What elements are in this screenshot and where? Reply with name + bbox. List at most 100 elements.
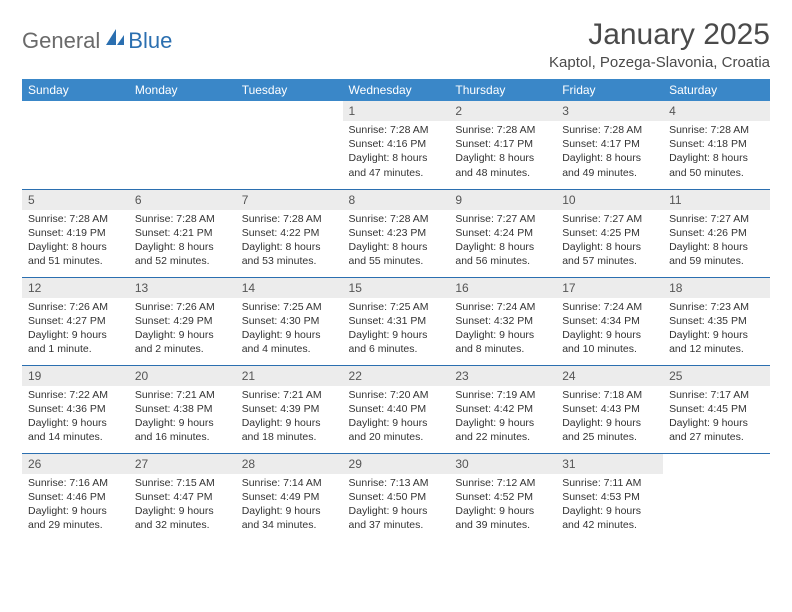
sunset-line: Sunset: 4:17 PM [562, 137, 657, 151]
day-number: 19 [22, 366, 129, 386]
calendar-cell: 23Sunrise: 7:19 AMSunset: 4:42 PMDayligh… [449, 365, 556, 453]
sail-icon [104, 27, 126, 52]
sunset-line: Sunset: 4:43 PM [562, 402, 657, 416]
day-number: 11 [663, 190, 770, 210]
sunrise-line: Sunrise: 7:13 AM [349, 476, 444, 490]
sunset-line: Sunset: 4:26 PM [669, 226, 764, 240]
daylight-line: Daylight: 8 hours and 48 minutes. [455, 151, 550, 179]
day-number: 22 [343, 366, 450, 386]
daylight-line: Daylight: 9 hours and 25 minutes. [562, 416, 657, 444]
sunset-line: Sunset: 4:46 PM [28, 490, 123, 504]
sunset-line: Sunset: 4:29 PM [135, 314, 230, 328]
sunrise-line: Sunrise: 7:14 AM [242, 476, 337, 490]
day-details: Sunrise: 7:26 AMSunset: 4:29 PMDaylight:… [129, 298, 236, 361]
daylight-line: Daylight: 9 hours and 18 minutes. [242, 416, 337, 444]
day-details: Sunrise: 7:28 AMSunset: 4:23 PMDaylight:… [343, 210, 450, 273]
daylight-line: Daylight: 8 hours and 53 minutes. [242, 240, 337, 268]
sunset-line: Sunset: 4:35 PM [669, 314, 764, 328]
sunrise-line: Sunrise: 7:17 AM [669, 388, 764, 402]
sunrise-line: Sunrise: 7:21 AM [242, 388, 337, 402]
weekday-header: Monday [129, 79, 236, 101]
calendar-cell: 6Sunrise: 7:28 AMSunset: 4:21 PMDaylight… [129, 189, 236, 277]
day-number: 4 [663, 101, 770, 121]
day-details: Sunrise: 7:28 AMSunset: 4:18 PMDaylight:… [663, 121, 770, 184]
calendar-cell: .. [236, 101, 343, 189]
calendar-cell: .. [663, 453, 770, 541]
brand-logo: General Blue [22, 28, 172, 54]
sunrise-line: Sunrise: 7:16 AM [28, 476, 123, 490]
day-number: 21 [236, 366, 343, 386]
calendar-cell: 16Sunrise: 7:24 AMSunset: 4:32 PMDayligh… [449, 277, 556, 365]
day-number: 29 [343, 454, 450, 474]
sunrise-line: Sunrise: 7:23 AM [669, 300, 764, 314]
day-number: 18 [663, 278, 770, 298]
sunset-line: Sunset: 4:31 PM [349, 314, 444, 328]
calendar-cell: 5Sunrise: 7:28 AMSunset: 4:19 PMDaylight… [22, 189, 129, 277]
day-number: 24 [556, 366, 663, 386]
sunset-line: Sunset: 4:47 PM [135, 490, 230, 504]
weekday-header-row: Sunday Monday Tuesday Wednesday Thursday… [22, 79, 770, 101]
calendar-grid: Sunday Monday Tuesday Wednesday Thursday… [22, 79, 770, 541]
calendar-cell: 21Sunrise: 7:21 AMSunset: 4:39 PMDayligh… [236, 365, 343, 453]
weekday-header: Thursday [449, 79, 556, 101]
daylight-line: Daylight: 9 hours and 16 minutes. [135, 416, 230, 444]
sunrise-line: Sunrise: 7:28 AM [562, 123, 657, 137]
day-number: 9 [449, 190, 556, 210]
day-details: Sunrise: 7:28 AMSunset: 4:21 PMDaylight:… [129, 210, 236, 273]
calendar-row: 26Sunrise: 7:16 AMSunset: 4:46 PMDayligh… [22, 453, 770, 541]
calendar-cell: 20Sunrise: 7:21 AMSunset: 4:38 PMDayligh… [129, 365, 236, 453]
calendar-cell: 26 Sunrise: 7:16 AMSunset: 4:46 PMDayligh… [22, 453, 129, 541]
sunrise-line: Sunrise: 7:25 AM [242, 300, 337, 314]
daylight-line: Daylight: 9 hours and 20 minutes. [349, 416, 444, 444]
day-details: Sunrise: 7:25 AMSunset: 4:30 PMDaylight:… [236, 298, 343, 361]
calendar-body: ......1Sunrise: 7:28 AMSunset: 4:16 PMDa… [22, 101, 770, 541]
day-details: Sunrise: 7:26 AMSunset: 4:27 PMDaylight:… [22, 298, 129, 361]
day-details: Sunrise: 7:19 AMSunset: 4:42 PMDaylight:… [449, 386, 556, 449]
sunrise-line: Sunrise: 7:27 AM [455, 212, 550, 226]
sunrise-line: Sunrise: 7:20 AM [349, 388, 444, 402]
header: General Blue January 2025 Kaptol, Pozega… [22, 18, 770, 71]
daylight-line: Daylight: 8 hours and 52 minutes. [135, 240, 230, 268]
daylight-line: Daylight: 9 hours and 32 minutes. [135, 504, 230, 532]
sunrise-line: Sunrise: 7:28 AM [28, 212, 123, 226]
page-title: January 2025 [549, 18, 770, 52]
daylight-line: Daylight: 9 hours and 2 minutes. [135, 328, 230, 356]
day-details: Sunrise: 7:27 AMSunset: 4:24 PMDaylight:… [449, 210, 556, 273]
sunrise-line: Sunrise: 7:11 AM [562, 476, 657, 490]
sunset-line: Sunset: 4:38 PM [135, 402, 230, 416]
day-number: 1 [343, 101, 450, 121]
calendar-cell: .. [22, 101, 129, 189]
daylight-line: Daylight: 9 hours and 37 minutes. [349, 504, 444, 532]
daylight-line: Daylight: 8 hours and 55 minutes. [349, 240, 444, 268]
daylight-line: Daylight: 8 hours and 59 minutes. [669, 240, 764, 268]
sunset-line: Sunset: 4:18 PM [669, 137, 764, 151]
daylight-line: Daylight: 9 hours and 34 minutes. [242, 504, 337, 532]
day-details: Sunrise: 7:11 AMSunset: 4:53 PMDaylight:… [556, 474, 663, 537]
day-number: 15 [343, 278, 450, 298]
day-details: Sunrise: 7:17 AMSunset: 4:45 PMDaylight:… [663, 386, 770, 449]
sunset-line: Sunset: 4:40 PM [349, 402, 444, 416]
day-number: 26 [22, 454, 129, 474]
daylight-line: Daylight: 9 hours and 4 minutes. [242, 328, 337, 356]
day-details: Sunrise: 7:20 AMSunset: 4:40 PMDaylight:… [343, 386, 450, 449]
sunset-line: Sunset: 4:19 PM [28, 226, 123, 240]
daylight-line: Daylight: 8 hours and 51 minutes. [28, 240, 123, 268]
sunrise-line: Sunrise: 7:15 AM [135, 476, 230, 490]
day-details: Sunrise: 7:24 AMSunset: 4:34 PMDaylight:… [556, 298, 663, 361]
day-details: Sunrise: 7:13 AMSunset: 4:50 PMDaylight:… [343, 474, 450, 537]
weekday-header: Wednesday [343, 79, 450, 101]
sunset-line: Sunset: 4:25 PM [562, 226, 657, 240]
day-number: 20 [129, 366, 236, 386]
daylight-line: Daylight: 9 hours and 29 minutes. [28, 504, 123, 532]
sunrise-line: Sunrise: 7:28 AM [669, 123, 764, 137]
sunset-line: Sunset: 4:27 PM [28, 314, 123, 328]
day-number: 30 [449, 454, 556, 474]
calendar-cell: 13Sunrise: 7:26 AMSunset: 4:29 PMDayligh… [129, 277, 236, 365]
day-number: 27 [129, 454, 236, 474]
calendar-cell: 3Sunrise: 7:28 AMSunset: 4:17 PMDaylight… [556, 101, 663, 189]
daylight-line: Daylight: 9 hours and 8 minutes. [455, 328, 550, 356]
sunset-line: Sunset: 4:34 PM [562, 314, 657, 328]
day-details: Sunrise: 7:22 AMSunset: 4:36 PMDaylight:… [22, 386, 129, 449]
day-details: Sunrise: 7:18 AMSunset: 4:43 PMDaylight:… [556, 386, 663, 449]
sunset-line: Sunset: 4:50 PM [349, 490, 444, 504]
